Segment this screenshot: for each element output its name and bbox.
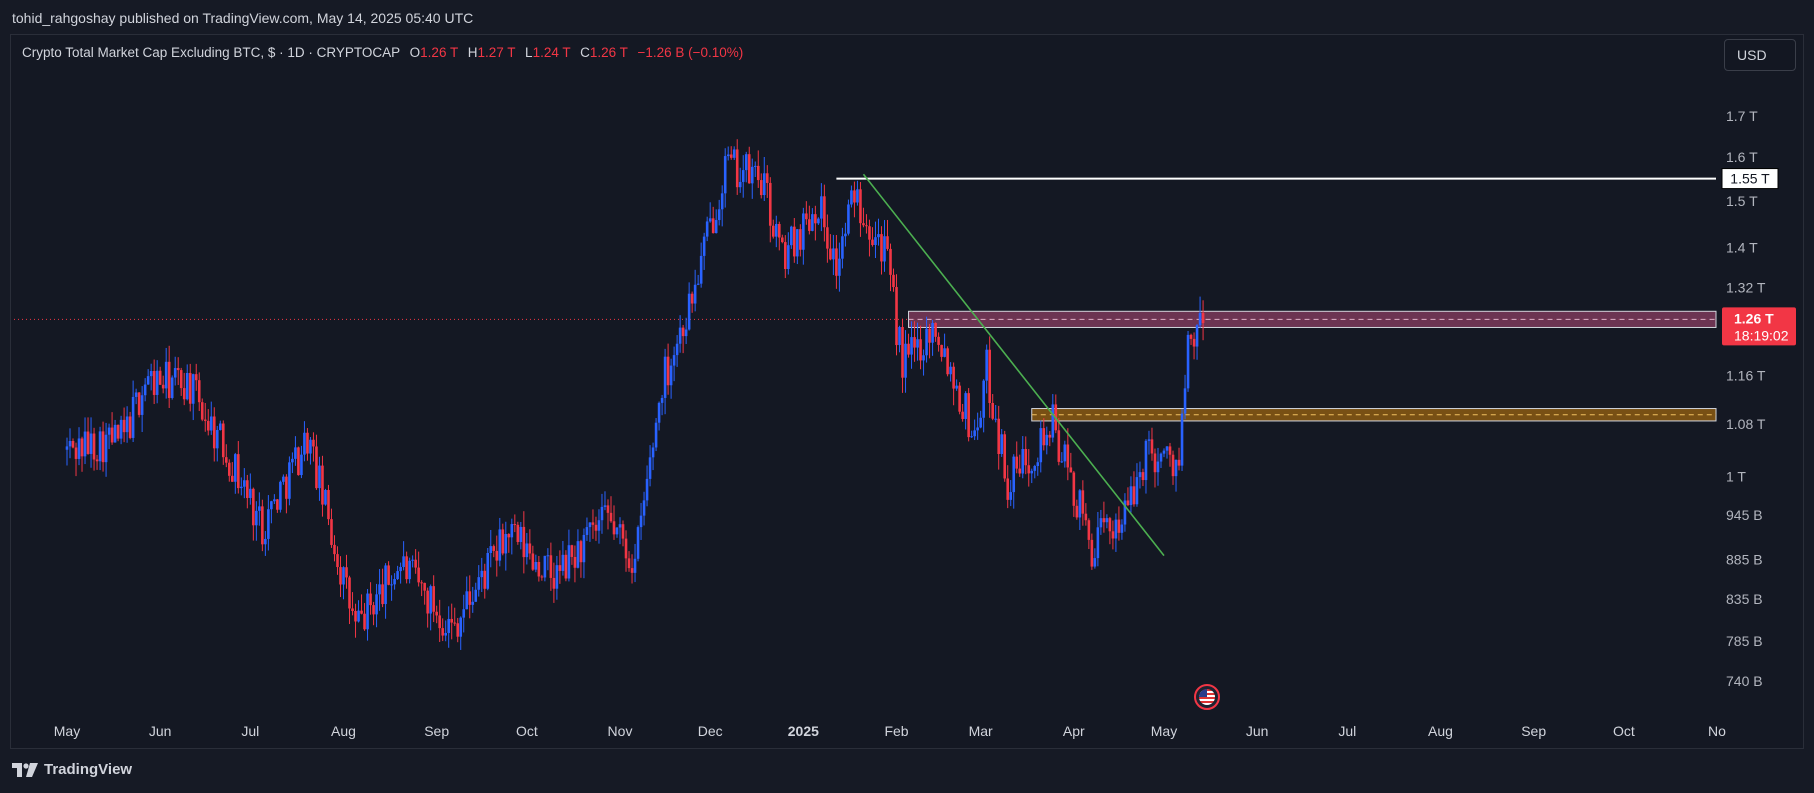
high-value: 1.27 T xyxy=(477,45,516,60)
close-label: C xyxy=(580,45,590,60)
bottom-bar xyxy=(0,749,1814,793)
currency-button[interactable]: USD xyxy=(1724,39,1796,71)
us-flag-event-icon[interactable] xyxy=(1194,684,1220,710)
chart-panel[interactable] xyxy=(10,34,1804,749)
top-bar: tohid_rahgoshay published on TradingView… xyxy=(0,0,1814,34)
tradingview-logo[interactable]: TradingView xyxy=(12,761,132,778)
published-info: tohid_rahgoshay published on TradingView… xyxy=(12,10,474,26)
high-label: H xyxy=(467,45,478,60)
close-value: 1.26 T xyxy=(589,45,628,60)
change-value: −1.26 B (−0.10%) xyxy=(637,45,744,60)
symbol-title[interactable]: Crypto Total Market Cap Excluding BTC, $… xyxy=(22,45,400,60)
open-value: 1.26 T xyxy=(420,45,458,60)
low-label: L xyxy=(525,45,533,60)
symbol-legend: Crypto Total Market Cap Excluding BTC, $… xyxy=(22,45,743,60)
low-value: 1.24 T xyxy=(532,45,571,60)
tradingview-brand: TradingView xyxy=(44,761,133,778)
tradingview-logo-icon xyxy=(12,762,38,777)
open-label: O xyxy=(409,45,421,60)
